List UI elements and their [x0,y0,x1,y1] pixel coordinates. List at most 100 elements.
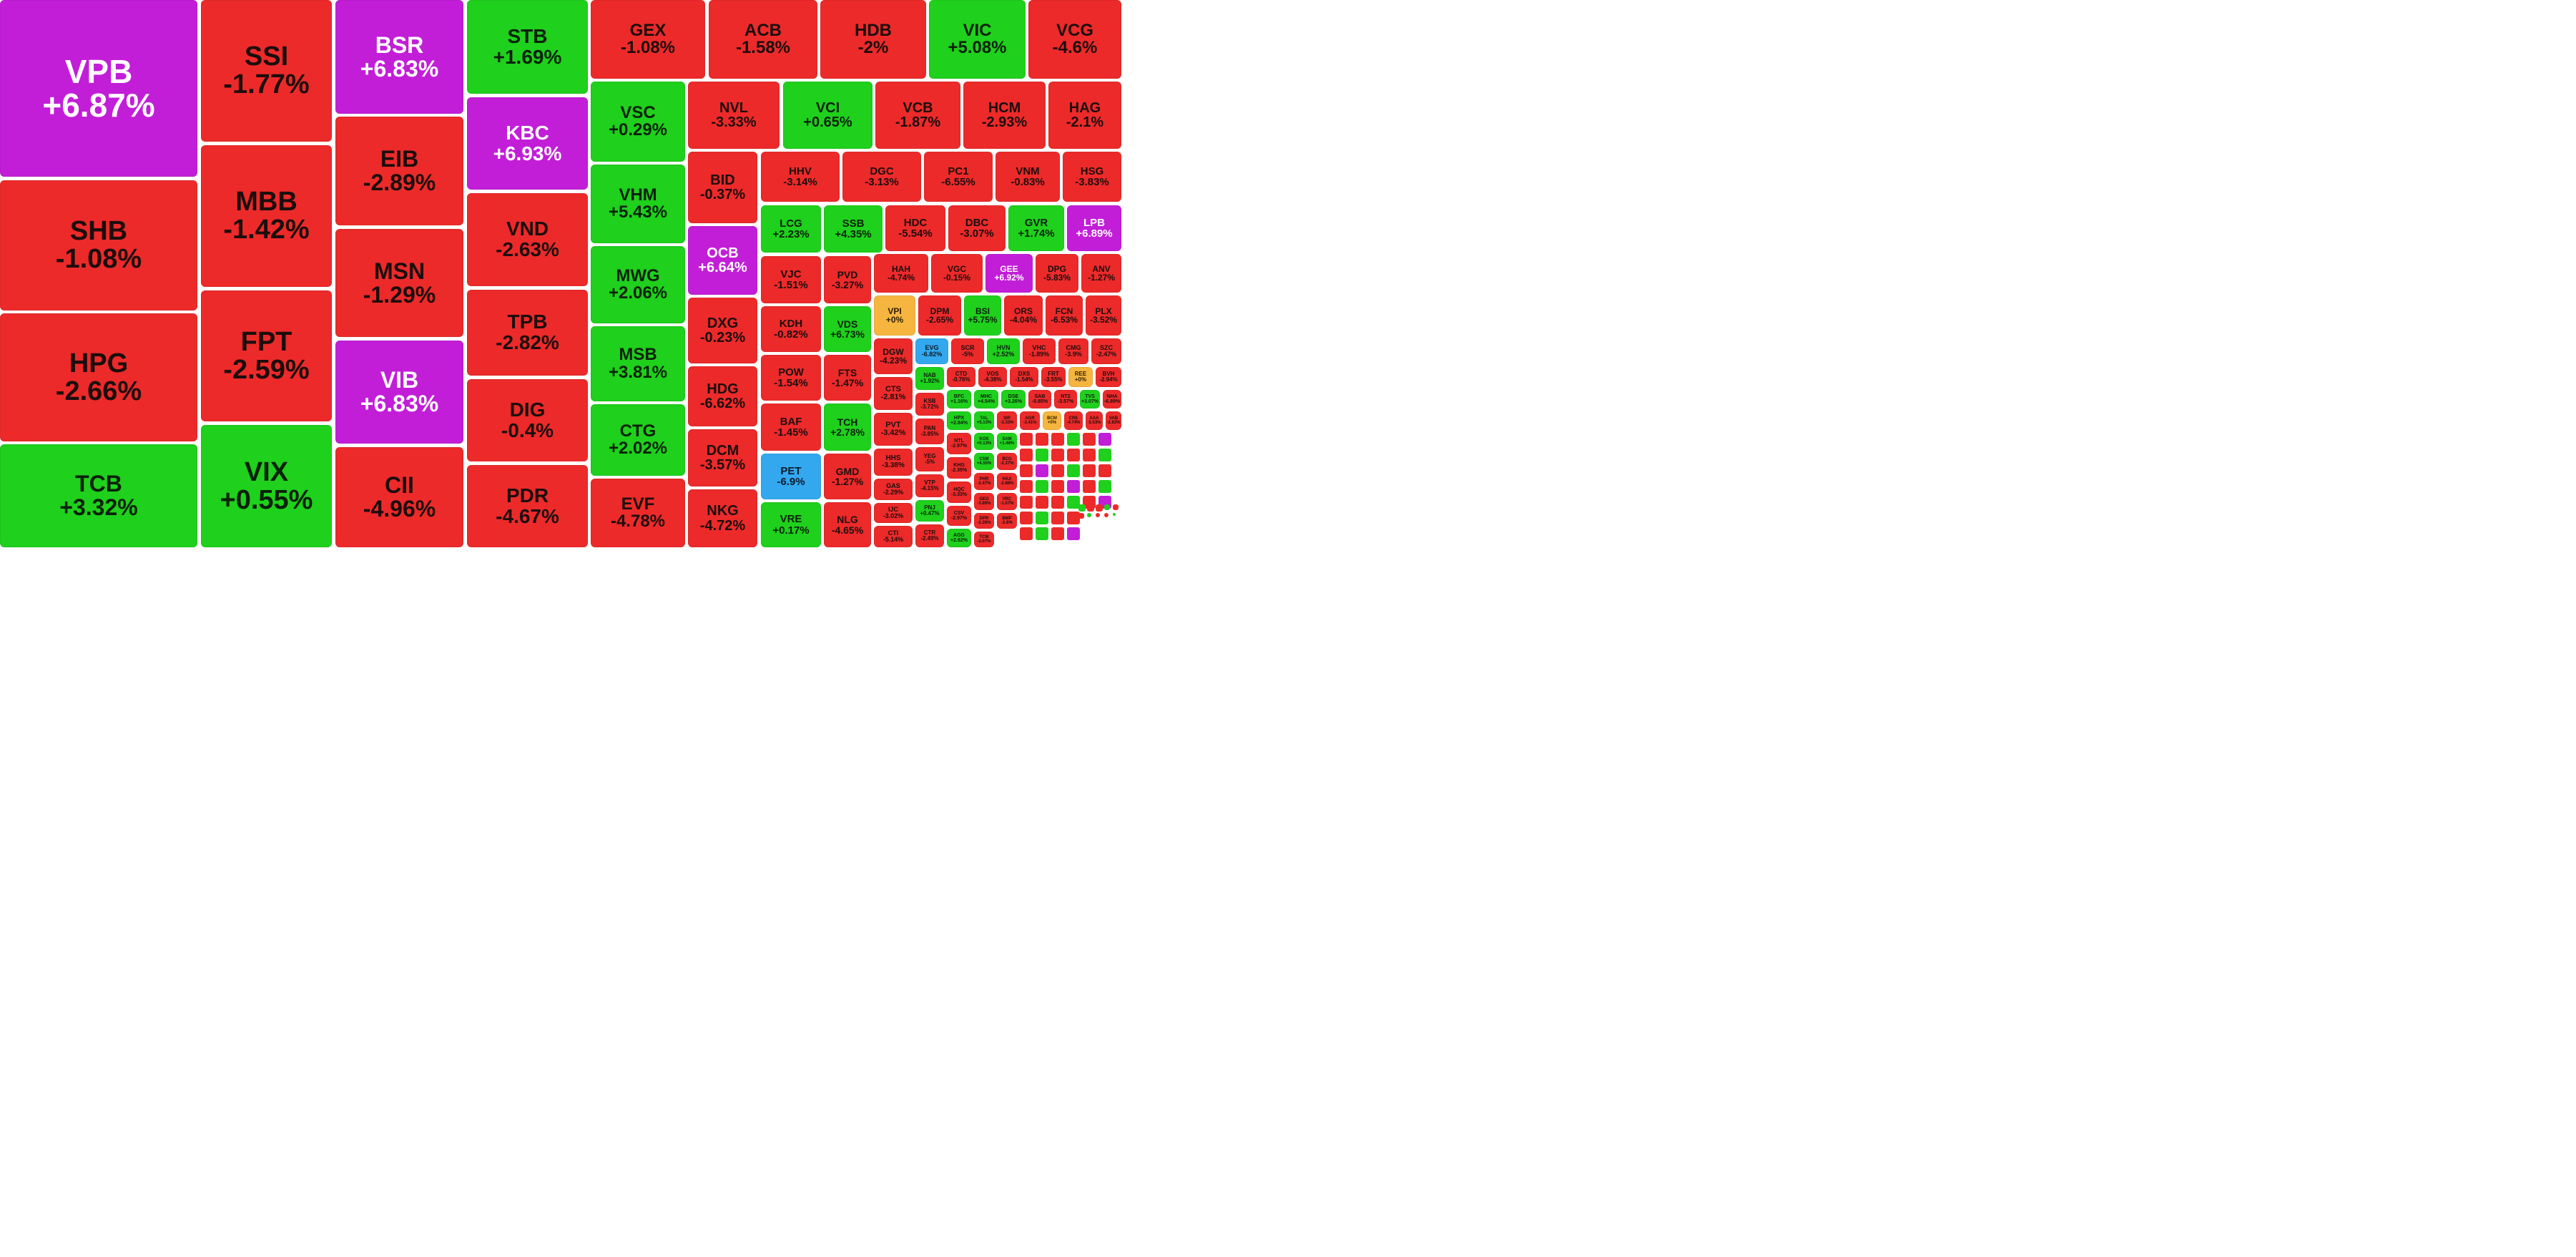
tiny-tile[interactable] [1036,464,1048,477]
tile-cmg[interactable]: CMG -3.9% [1058,338,1088,364]
tiny-tile[interactable] [1104,513,1108,517]
tiny-tile[interactable] [1020,527,1033,540]
tiny-tile[interactable] [1098,480,1111,493]
tile-hax[interactable]: HAX -2.88% [997,473,1017,490]
tiny-tile[interactable] [1036,480,1048,493]
tiny-tile[interactable] [1051,433,1064,446]
tile-eib[interactable]: EIB -2.89% [335,117,463,225]
tiny-tile[interactable] [1051,496,1064,509]
tile-pc1[interactable]: PC1 -6.55% [924,152,993,202]
tile-cre[interactable]: CRE -4.74% [1064,411,1083,430]
tile-evf[interactable]: EVF -4.78% [591,479,685,547]
tile-gex[interactable]: GEX -1.08% [591,0,705,79]
tile-pnj[interactable]: PNJ +0.47% [915,500,944,522]
tile-vpi[interactable]: VPI +0% [874,295,915,336]
tile-kdh[interactable]: KDH -0.82% [761,306,821,352]
tiny-tile[interactable] [1036,496,1048,509]
tile-gas[interactable]: GAS -2.29% [874,479,913,500]
tiny-tile[interactable] [1020,449,1033,461]
tile-fpt[interactable]: FPT -2.59% [201,290,332,421]
tile-hvn[interactable]: HVN +2.52% [987,338,1020,364]
tiny-tile[interactable] [1113,513,1116,516]
tiny-tile[interactable] [1083,480,1096,493]
tile-dig[interactable]: DIG -0.4% [467,379,588,461]
tile-pvd[interactable]: PVD -3.27% [824,256,871,303]
tile-sam[interactable]: SAM +1.48% [997,433,1017,450]
tile-bsi[interactable]: BSI +5.75% [964,295,1001,336]
tile-phr[interactable]: PHR -2.47% [974,473,994,490]
tiny-tile[interactable] [1067,512,1080,524]
tiny-tile[interactable] [1067,449,1080,461]
tile-agg[interactable]: AGG +2.62% [947,529,971,547]
tile-hpg[interactable]: HPG -2.66% [0,313,197,441]
tile-tch[interactable]: TCH +2.78% [824,403,871,451]
tiny-tile[interactable] [1020,496,1033,509]
tiny-tile[interactable] [1083,433,1096,446]
tile-hag[interactable]: HAG -2.1% [1048,82,1121,149]
tile-vnm[interactable]: VNM -0.83% [996,152,1060,202]
tile-plx[interactable]: PLX -3.52% [1086,295,1121,336]
tiny-tile[interactable] [1067,433,1080,446]
tile-dcm[interactable]: DCM -3.57% [688,429,757,486]
tile-tcb[interactable]: TCB +3.32% [0,444,197,547]
tile-kos[interactable]: KOS +0.13% [974,433,994,450]
tile-ksb[interactable]: KSB -3.72% [915,393,944,416]
tiny-tile[interactable] [1020,433,1033,446]
tiny-tile[interactable] [1087,504,1094,512]
tile-dse[interactable]: DSE +3.26% [1001,390,1026,409]
tile-msb[interactable]: MSB +3.81% [591,326,685,401]
tile-vsc[interactable]: VSC +0.29% [591,82,685,162]
tile-ijc[interactable]: IJC -3.02% [874,503,913,523]
tile-vrc[interactable]: VRC -1.07% [997,493,1017,510]
tile-vab[interactable]: VAB -2.82% [1106,411,1121,430]
tile-vos[interactable]: VOS -4.38% [978,367,1007,387]
tile-pow[interactable]: POW -1.54% [761,355,821,401]
tile-ocb[interactable]: OCB +6.64% [688,226,757,295]
tile-kbc[interactable]: KBC +6.93% [467,97,588,190]
tiny-tile[interactable] [1067,480,1080,493]
tile-agr[interactable]: AGR -3.41% [1020,411,1040,430]
tiny-tile[interactable] [1078,513,1084,519]
tiny-tile[interactable] [1051,512,1064,524]
tile-fts[interactable]: FTS -1.47% [824,355,871,401]
tile-hpx[interactable]: HPX +2.84% [947,411,971,430]
tile-frt[interactable]: FRT -3.55% [1041,367,1066,387]
tile-dbc[interactable]: DBC -3.07% [948,205,1006,251]
tiny-tile[interactable] [1098,449,1111,461]
tile-sab[interactable]: SAB -0.85% [1028,390,1051,409]
tile-nha[interactable]: NHA -6.89% [1103,390,1121,409]
tiny-tile[interactable] [1036,512,1048,524]
tile-cts[interactable]: CTS -2.81% [874,377,913,410]
tile-cii[interactable]: CII -4.96% [335,447,463,547]
tile-ctg[interactable]: CTG +2.02% [591,404,685,476]
tile-csv[interactable]: CSV -2.97% [947,506,971,526]
tile-ree[interactable]: REE +0% [1068,367,1093,387]
tile-nlg[interactable]: NLG -4.65% [824,502,871,547]
tiny-tile[interactable] [1067,527,1080,540]
tile-ctd[interactable]: CTD -0.76% [947,367,975,387]
tile-hqc[interactable]: HQC -3.33% [947,481,971,503]
tile-ors[interactable]: ORS -4.04% [1004,295,1043,336]
tile-evg[interactable]: EVG -6.82% [915,338,948,364]
tile-gvr[interactable]: GVR +1.74% [1008,205,1064,251]
tiny-tile[interactable] [1051,449,1064,461]
tile-scr[interactable]: SCR -5% [951,338,984,364]
tiny-tile[interactable] [1098,433,1111,446]
tile-nab[interactable]: NAB +1.92% [915,367,944,390]
tile-nt2[interactable]: NT2 -3.57% [1054,390,1077,409]
tile-ctr[interactable]: CTR -2.49% [915,524,944,547]
tile-pet[interactable]: PET -6.9% [761,454,821,499]
tile-fcn[interactable]: FCN -6.53% [1046,295,1083,336]
tile-szc[interactable]: SZC -2.47% [1091,338,1121,364]
tile-dpm[interactable]: DPM -2.65% [918,295,961,336]
tile-lpb[interactable]: LPB +6.89% [1067,205,1121,251]
tiny-tile[interactable] [1051,527,1064,540]
tile-vjc[interactable]: VJC -1.51% [761,256,821,303]
tile-hcm[interactable]: HCM -2.93% [963,82,1046,149]
tiny-tile[interactable] [1078,504,1086,512]
tiny-tile[interactable] [1051,464,1064,477]
tiny-tile[interactable] [1113,504,1119,510]
tile-acb[interactable]: ACB -1.58% [709,0,817,79]
tile-bfc[interactable]: BFC +1.16% [947,390,971,409]
tile-mbb[interactable]: MBB -1.42% [201,145,332,287]
